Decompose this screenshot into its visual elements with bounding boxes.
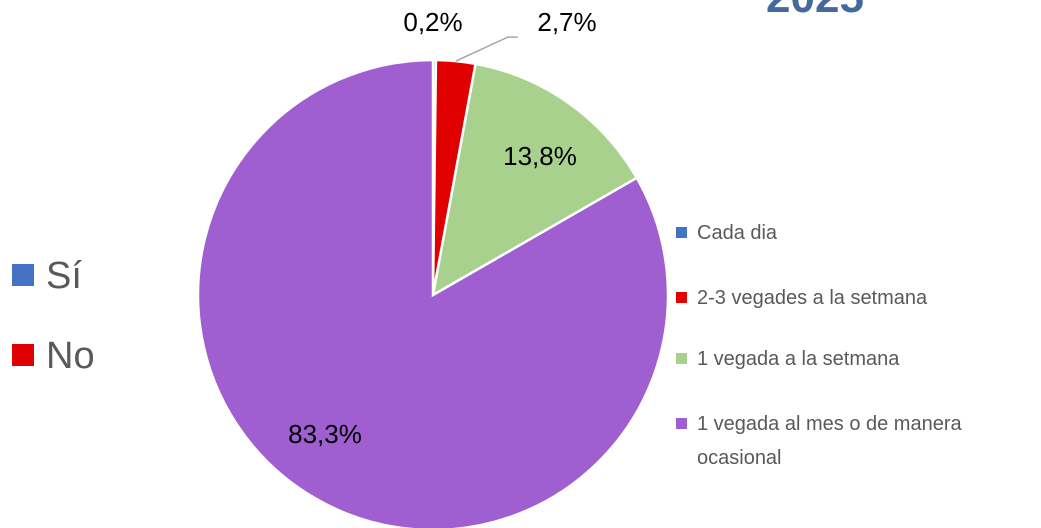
side-legend-item: No <box>12 335 95 378</box>
pie-slice <box>196 58 670 528</box>
side-legend-label: Sí <box>46 255 82 297</box>
side-legend-item: Sí <box>12 255 82 298</box>
data-label: 13,8% <box>503 141 577 171</box>
side-legend-label: No <box>46 335 95 377</box>
legend-item: 1 vegada al mes o de manera ocasional <box>676 407 976 475</box>
side-legend-swatch <box>12 264 34 286</box>
legend-swatch <box>676 292 687 303</box>
legend-label: 1 vegada al mes o de manera ocasional <box>697 413 962 469</box>
data-label: 2,7% <box>537 7 596 37</box>
leader-line <box>455 36 518 62</box>
data-label: 83,3% <box>288 419 362 449</box>
legend-label: 1 vegada a la setmana <box>697 348 900 370</box>
legend-item: Cada dia <box>676 216 976 250</box>
legend-swatch <box>676 227 687 238</box>
chart-title: 2025 <box>766 0 864 22</box>
data-label: 0,2% <box>403 7 462 37</box>
side-legend-swatch <box>12 344 34 366</box>
legend-label: 2-3 vegades a la setmana <box>697 287 928 309</box>
legend-swatch <box>676 353 687 364</box>
legend-swatch <box>676 418 687 429</box>
legend-label: Cada dia <box>697 222 778 244</box>
pie-slice <box>431 62 639 298</box>
legend-item: 1 vegada a la setmana <box>676 342 976 376</box>
legend-item: 2-3 vegades a la setmana <box>676 281 976 315</box>
